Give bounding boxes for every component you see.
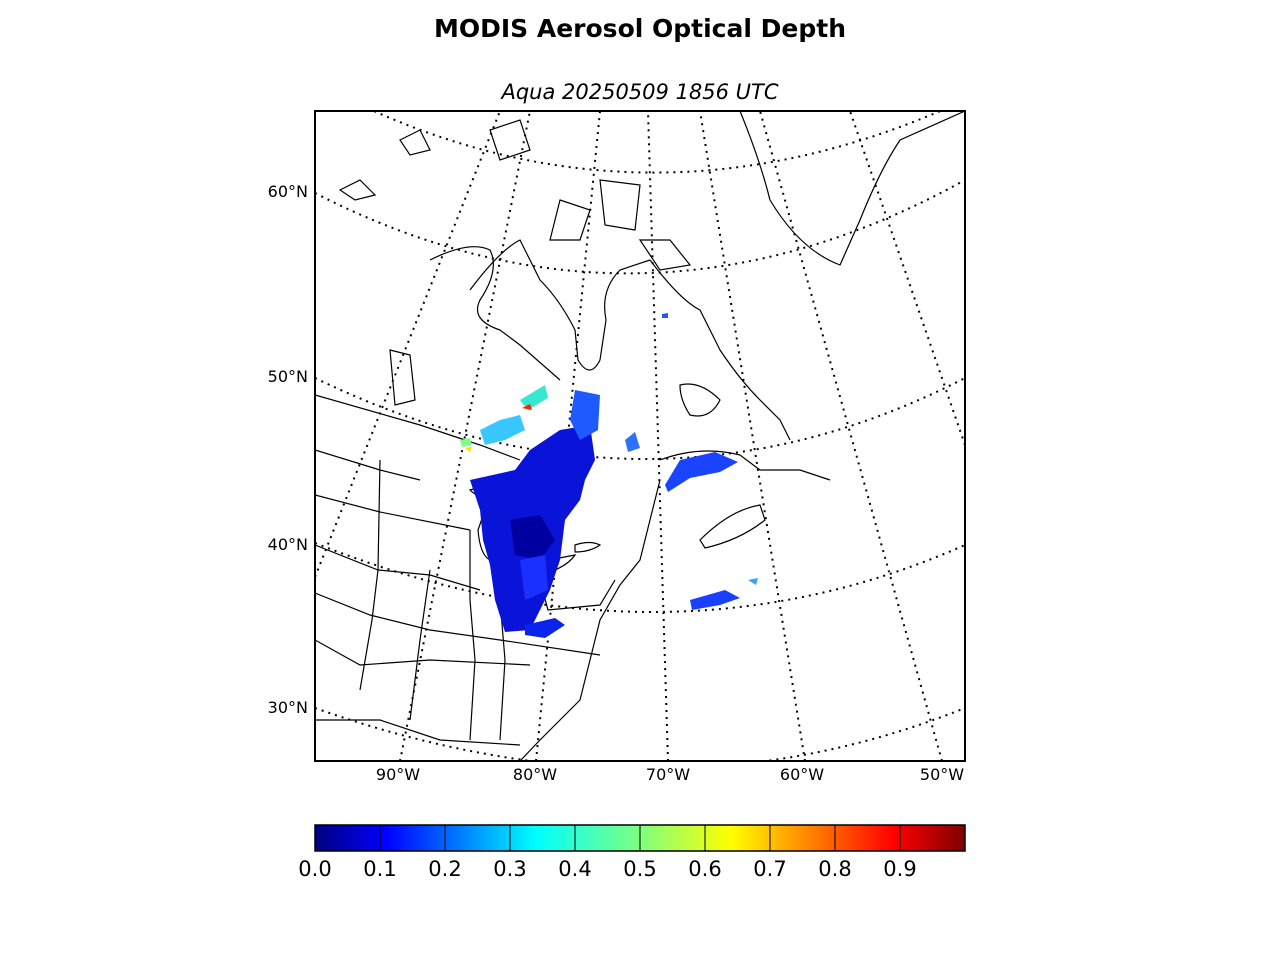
lon-label: 70°W <box>646 765 690 784</box>
colorbar-tick-label: 0.2 <box>428 857 461 881</box>
latitude-lines <box>315 111 965 761</box>
aod-data <box>460 313 758 638</box>
lat-label: 50°N <box>268 367 308 386</box>
map-panel <box>315 111 965 761</box>
colorbar-tick-label: 0.9 <box>883 857 916 881</box>
colorbar-tick-label: 0.0 <box>298 857 331 881</box>
lat-label: 60°N <box>268 182 308 201</box>
chart-subtitle: Aqua 20250509 1856 UTC <box>501 80 779 104</box>
colorbar-tick-label: 0.5 <box>623 857 656 881</box>
colorbar-tick-label: 0.7 <box>753 857 786 881</box>
coastlines <box>315 111 965 761</box>
lon-label: 80°W <box>513 765 557 784</box>
longitude-lines <box>315 111 965 761</box>
lat-label: 40°N <box>268 535 308 554</box>
lon-label: 60°W <box>780 765 824 784</box>
colorbar-tick-label: 0.8 <box>818 857 851 881</box>
colorbar-tick-label: 0.6 <box>688 857 721 881</box>
map-frame <box>314 110 966 762</box>
colorbar-tick-label: 0.1 <box>363 857 396 881</box>
lat-label: 30°N <box>268 698 308 717</box>
chart-title: MODIS Aerosol Optical Depth <box>433 14 846 43</box>
colorbar-tick-label: 0.4 <box>558 857 591 881</box>
lon-label: 90°W <box>376 765 420 784</box>
lon-label: 50°W <box>920 765 964 784</box>
colorbar: 0.0 0.1 0.2 0.3 0.4 0.5 0.6 0.7 0.8 0.9 <box>298 824 966 881</box>
colorbar-tick-label: 0.3 <box>493 857 526 881</box>
